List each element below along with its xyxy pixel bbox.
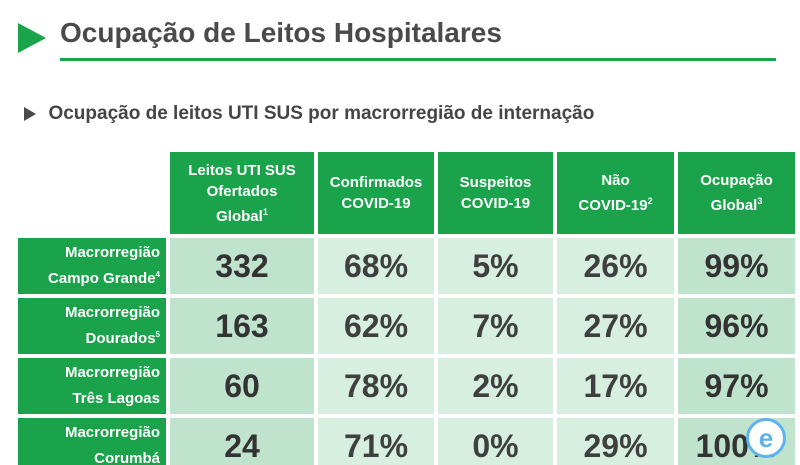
row-header-line: Macrorregião <box>64 364 160 381</box>
occupancy-table: Leitos UTI SUS Ofertados Global1 Confirm… <box>18 152 795 465</box>
column-header-line: Global <box>710 197 758 214</box>
table-cell: 17% <box>557 358 674 414</box>
table-cell: 62% <box>318 298 434 354</box>
column-header-nao-covid: Não COVID-192 <box>557 152 674 234</box>
table-cell: 163 <box>170 298 314 354</box>
row-header-line: Dourados <box>85 330 156 347</box>
bullet-arrow-icon <box>24 107 36 121</box>
table-cell: 24 <box>170 418 314 465</box>
section-subtitle: Ocupação de leitos UTI SUS por macrorreg… <box>48 103 595 124</box>
table-cell: 96% <box>678 298 795 354</box>
table-cell: 27% <box>557 298 674 354</box>
table-corner <box>18 152 166 234</box>
title-underline <box>60 58 776 61</box>
row-header-dourados: Macrorregião Dourados5 <box>18 298 166 354</box>
row-header-campo-grande: Macrorregião Campo Grande4 <box>18 238 166 294</box>
row-header-tres-lagoas: Macrorregião Três Lagoas <box>18 358 166 414</box>
row-header-line: Três Lagoas <box>72 390 160 407</box>
footnote-marker: 4 <box>155 270 160 279</box>
table-cell: 60 <box>170 358 314 414</box>
column-header-line: COVID-19 <box>578 197 648 214</box>
column-header-line: Suspeitos <box>459 174 532 191</box>
column-header-line: Não <box>601 172 630 189</box>
table-cell: 332 <box>170 238 314 294</box>
table-cell: 29% <box>557 418 674 465</box>
table-cell: 7% <box>438 298 553 354</box>
column-header-line: Confirmados <box>329 174 423 191</box>
title-arrow-icon <box>18 23 46 53</box>
table-cell: 2% <box>438 358 553 414</box>
e-circle-icon[interactable]: e <box>746 418 786 458</box>
column-header-line: COVID-19 <box>460 195 531 212</box>
column-header-leitos: Leitos UTI SUS Ofertados Global1 <box>170 152 314 234</box>
footnote-marker: 3 <box>757 196 763 206</box>
footnote-marker: 5 <box>155 330 160 339</box>
column-header-suspeitos: Suspeitos COVID-19 <box>438 152 553 234</box>
page-header: Ocupação de Leitos Hospitalares <box>16 14 776 62</box>
row-header-line: Macrorregião <box>64 304 160 321</box>
table-cell: 71% <box>318 418 434 465</box>
column-header-line: Ocupação <box>700 172 773 189</box>
table-cell: 0% <box>438 418 553 465</box>
row-header-line: Macrorregião <box>64 244 160 261</box>
column-header-line: Ofertados <box>206 182 278 200</box>
column-header-line: Global <box>216 207 263 225</box>
page-title: Ocupação de Leitos Hospitalares <box>60 17 502 48</box>
column-header-line: Leitos UTI SUS <box>188 161 296 179</box>
row-header-line: Campo Grande <box>48 270 156 287</box>
column-header-ocupacao-global: Ocupação Global3 <box>678 152 795 234</box>
table-cell: 68% <box>318 238 434 294</box>
column-header-confirmados: Confirmados COVID-19 <box>318 152 434 234</box>
row-header-line: Corumbá <box>94 450 160 465</box>
table-cell: 26% <box>557 238 674 294</box>
footnote-marker: 1 <box>262 206 268 217</box>
section-subtitle-row: Ocupação de leitos UTI SUS por macrorreg… <box>24 103 594 127</box>
table-cell: 78% <box>318 358 434 414</box>
table-cell: 5% <box>438 238 553 294</box>
table-cell: 97% <box>678 358 795 414</box>
table-cell: 99% <box>678 238 795 294</box>
column-header-line: COVID-19 <box>341 195 411 212</box>
footnote-marker: 2 <box>647 196 653 206</box>
row-header-line: Macrorregião <box>64 424 160 441</box>
row-header-corumba: Macrorregião Corumbá <box>18 418 166 465</box>
